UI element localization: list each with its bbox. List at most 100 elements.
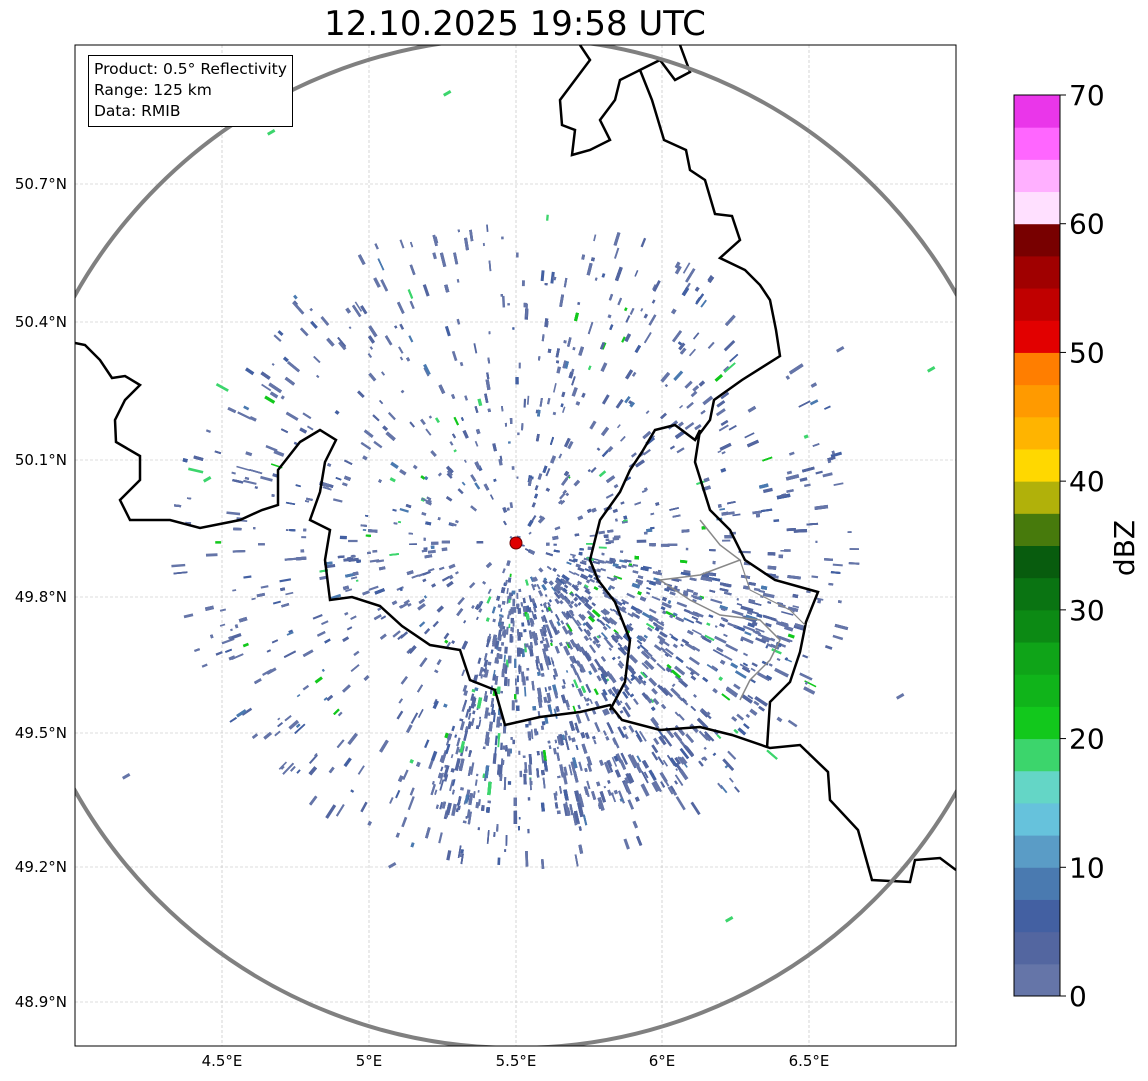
- radar-echo: [238, 616, 248, 623]
- radar-echo: [228, 632, 242, 641]
- radar-echo: [680, 571, 691, 576]
- radar-echo: [736, 602, 743, 606]
- radar-echo: [583, 710, 590, 722]
- radar-echo: [587, 615, 596, 623]
- radar-echo: [672, 643, 679, 649]
- radar-echo: [683, 608, 691, 614]
- radar-echo: [608, 647, 612, 651]
- radar-echo: [695, 620, 703, 625]
- radar-echo: [554, 645, 560, 654]
- radar-echo: [606, 760, 614, 773]
- radar-echo: [601, 394, 610, 405]
- radar-echo: [564, 584, 569, 589]
- radar-echo: [636, 639, 643, 645]
- radar-echo: [487, 781, 492, 796]
- radar-echo: [532, 706, 537, 711]
- radar-echo: [566, 561, 572, 565]
- radar-echo: [613, 576, 618, 581]
- radar-echo: [504, 646, 508, 654]
- radar-echo: [760, 585, 768, 590]
- radar-echo: [544, 318, 549, 327]
- radar-echo: [608, 293, 614, 301]
- radar-echo: [781, 611, 794, 616]
- radar-echo: [374, 588, 385, 595]
- radar-echo: [511, 627, 514, 633]
- radar-echo: [554, 598, 560, 605]
- radar-echo: [541, 626, 547, 634]
- radar-echo: [352, 304, 362, 318]
- radar-echo: [575, 401, 581, 406]
- radar-echo: [233, 527, 242, 531]
- radar-echo: [703, 746, 707, 751]
- radar-echo: [219, 608, 227, 612]
- radar-echo: [236, 465, 251, 472]
- radar-echo: [552, 626, 559, 636]
- radar-echo: [434, 669, 439, 674]
- radar-echo: [756, 613, 763, 618]
- radar-echo: [710, 598, 723, 604]
- radar-echo: [461, 704, 466, 712]
- radar-echo: [543, 577, 548, 582]
- radar-echo: [517, 607, 522, 615]
- colorbar-bin: [1014, 802, 1060, 836]
- radar-echo: [470, 693, 475, 701]
- radar-echo: [464, 395, 469, 401]
- radar-echo: [205, 429, 211, 433]
- lon-tick-label: 6.5°E: [789, 1052, 830, 1070]
- colorbar-bin: [1014, 481, 1060, 514]
- radar-echo: [373, 440, 383, 449]
- radar-echo: [824, 558, 833, 561]
- radar-echo: [397, 301, 405, 314]
- radar-echo: [803, 686, 816, 695]
- colorbar-frame: [1013, 94, 1061, 997]
- radar-echo: [581, 560, 587, 564]
- radar-echo: [607, 529, 614, 533]
- radar-echo: [553, 586, 560, 592]
- radar-echo: [639, 596, 647, 602]
- radar-echo: [227, 406, 237, 414]
- radar-echo: [574, 312, 579, 322]
- radar-echo: [563, 340, 567, 344]
- radar-echo: [230, 628, 233, 632]
- radar-echo: [540, 725, 545, 730]
- radar-echo: [671, 683, 676, 688]
- radar-echo: [483, 659, 489, 668]
- radar-echo: [624, 396, 631, 404]
- radar-echo: [505, 579, 508, 586]
- radar-echo: [571, 665, 578, 676]
- radar-echo: [685, 268, 696, 283]
- radar-echo: [517, 826, 520, 831]
- radar-echo: [670, 635, 679, 642]
- radar-echo: [611, 686, 620, 696]
- radar-echo: [269, 391, 279, 399]
- radar-echo: [314, 753, 318, 757]
- radar-echo: [513, 694, 517, 700]
- radar-echo: [485, 617, 490, 622]
- radar-echo: [492, 753, 497, 764]
- radar-echo: [599, 791, 606, 803]
- radar-echo: [698, 380, 705, 387]
- colorbar-label: dBZ: [1108, 520, 1141, 576]
- radar-echo: [457, 796, 462, 805]
- radar-echo: [719, 587, 729, 593]
- radar-echo: [443, 774, 449, 782]
- radar-echo: [613, 635, 619, 641]
- radar-echo: [525, 723, 529, 728]
- radar-echo: [685, 547, 689, 551]
- radar-echo: [584, 588, 591, 595]
- radar-echo: [712, 752, 717, 756]
- radar-echo: [596, 618, 600, 622]
- radar-echo: [475, 802, 480, 809]
- radar-echo: [764, 622, 772, 628]
- radar-echo: [400, 389, 405, 394]
- radar-echo: [657, 635, 666, 643]
- radar-echo: [613, 559, 616, 562]
- radar-echo: [762, 592, 775, 599]
- map-title: 12.10.2025 19:58 UTC: [324, 4, 706, 44]
- radar-echo: [561, 625, 569, 635]
- radar-echo: [719, 507, 726, 511]
- radar-echo: [438, 384, 446, 394]
- radar-echo: [474, 461, 481, 470]
- radar-echo: [528, 594, 533, 603]
- radar-echo: [594, 658, 602, 668]
